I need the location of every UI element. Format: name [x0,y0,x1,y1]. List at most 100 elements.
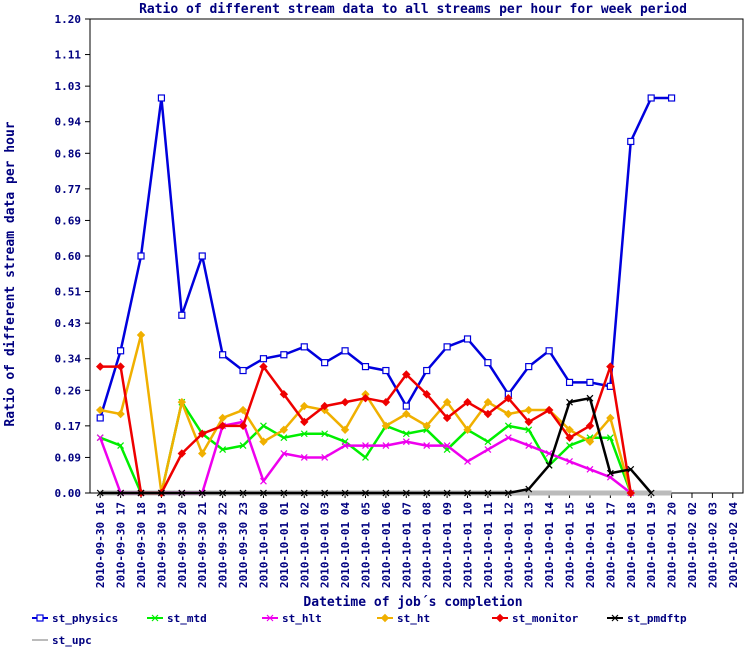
y-tick-label: 0.94 [55,116,82,129]
legend: st_physics st_mtd st_hlt st_ht st_monitor st_… [32,612,687,647]
x-tick-label: 2010-10-01 10 [462,502,475,588]
legend-label: st_ht [397,612,430,625]
data-point [96,414,104,422]
data-point [300,417,309,427]
data-point [320,401,329,411]
data-point [463,397,472,407]
x-tick-label: 2010-10-02 03 [706,502,719,588]
data-point [565,378,574,386]
data-point [504,434,512,442]
data-point [566,457,573,465]
legend-label: st_upc [52,634,92,647]
data-point [524,417,533,427]
data-point [544,405,554,415]
x-tick-label: 2010-10-01 09 [441,502,454,588]
data-point [198,489,206,497]
data-point [484,359,492,367]
x-axis-title: Datetime of job´s completion [303,595,522,610]
data-point [280,489,288,497]
data-point [402,489,410,497]
y-tick-label: 1.11 [55,49,82,62]
x-tick-label: 2010-10-01 16 [584,502,597,588]
x-tick-label: 2010-10-01 07 [400,502,413,588]
data-point [606,469,614,477]
y-tick-label: 0.51 [55,286,82,299]
data-point [219,489,227,497]
y-axis-title: Ratio of different stream data per hour [3,121,18,426]
y-tick-label: 0.17 [55,420,82,433]
chart-title: Ratio of different stream data to all st… [139,2,687,17]
data-point [260,477,267,485]
x-tick-label: 2010-10-01 01 [278,502,291,588]
y-tick-label: 0.86 [55,147,82,160]
x-tick-label: 2010-10-01 13 [523,502,536,588]
data-point [218,413,227,423]
data-point [280,351,288,359]
data-point [157,94,166,102]
y-tick-label: 0.77 [55,183,82,196]
x-tick-label: 2010-09-30 23 [237,502,250,588]
data-point [280,434,288,442]
data-point [586,465,594,473]
data-point [525,426,533,434]
data-point [361,393,370,403]
x-tick-label: 2010-09-30 17 [115,502,128,588]
data-point [504,489,512,497]
x-tick-label: 2010-09-30 16 [94,502,107,588]
data-point [464,457,471,465]
data-point [137,252,145,260]
legend-label: st_physics [52,612,118,625]
data-point [137,489,145,497]
data-point [381,397,391,407]
data-point [647,489,655,497]
legend-item-st_mtd: st_mtd [147,612,207,625]
data-point [300,489,308,497]
data-point [495,613,505,623]
data-point [279,425,289,435]
data-point [260,422,267,430]
data-point [266,614,274,622]
data-point [341,442,349,450]
data-point [198,429,207,438]
x-tick-label: 2010-09-30 19 [155,502,168,588]
data-point [300,343,308,351]
data-point [627,465,635,473]
legend-item-st_ht: st_ht [377,612,430,625]
y-tick-label: 0.60 [55,250,82,263]
x-tick-label: 2010-10-01 08 [421,502,434,588]
data-point [157,489,165,497]
data-point [422,421,431,431]
data-point [464,489,471,497]
x-tick-label: 2010-10-01 14 [543,502,556,588]
data-point [606,362,615,371]
data-point [116,409,125,419]
legend-label: st_pmdftp [627,612,687,625]
y-tick-label: 0.00 [55,487,82,500]
data-point [422,390,431,399]
data-point [238,421,248,431]
data-point [402,438,410,446]
data-point [423,442,431,450]
x-tick-label: 2010-10-01 11 [482,502,495,588]
data-point [95,405,105,415]
data-point [117,347,125,355]
legend-item-st_hlt: st_hlt [262,612,322,625]
data-point [566,442,573,450]
data-point [321,489,329,497]
x-tick-label: 2010-10-02 04 [727,502,740,588]
data-point [151,614,159,622]
x-tick-label: 2010-09-30 18 [135,502,148,588]
data-point [116,362,125,371]
data-point [239,489,247,497]
data-point [280,450,288,457]
legend-item-st_monitor: st_monitor [492,612,579,625]
data-point [136,330,146,340]
data-point [340,397,350,407]
data-point [259,437,268,446]
data-point [463,425,472,435]
data-point [504,409,513,419]
data-point [463,335,472,343]
data-point [381,421,391,431]
data-point [525,442,533,450]
x-tick-label: 2010-10-01 00 [257,502,270,588]
